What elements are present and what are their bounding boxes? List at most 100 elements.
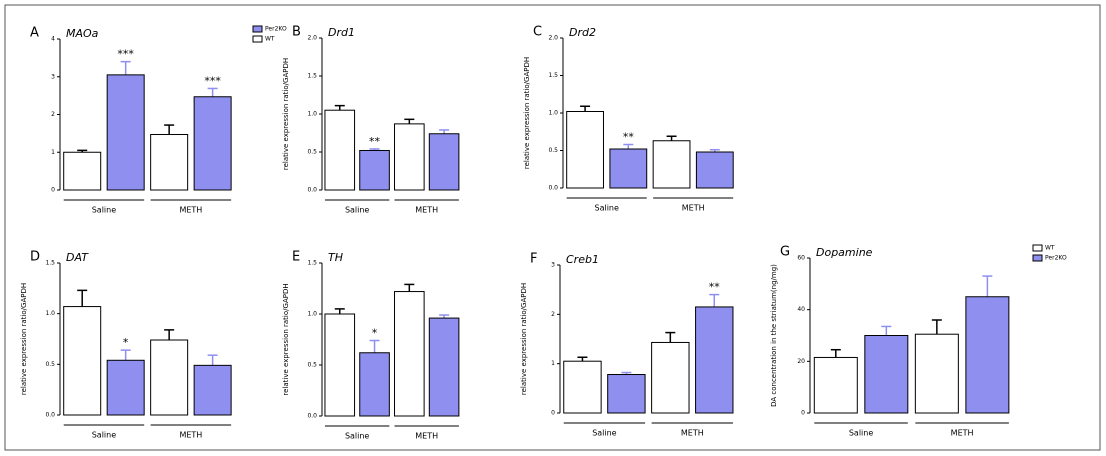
y-tick-label: 40 xyxy=(797,306,805,313)
legend-label: Per2KO xyxy=(1045,255,1067,262)
bar xyxy=(864,335,909,414)
bar xyxy=(63,306,102,416)
panel-title: Dopamine xyxy=(816,246,873,259)
y-tick-label: 1.0 xyxy=(307,311,317,318)
y-axis-label: relative expression ratio/GAPDH xyxy=(20,283,28,395)
panel-title: Drd2 xyxy=(569,26,596,39)
bar xyxy=(193,96,232,191)
x-tick-label: Saline xyxy=(92,431,116,440)
y-axis-label: DA concentration in the striatum(ng/mg) xyxy=(770,264,778,407)
y-axis-label: relative expression ratio/GAPDH xyxy=(523,57,531,169)
panel-label: B xyxy=(292,25,301,40)
panel-label: E xyxy=(292,250,300,265)
bar xyxy=(566,111,604,189)
bar xyxy=(150,339,189,416)
x-tick-label: Saline xyxy=(345,206,369,215)
y-tick-label: 2 xyxy=(551,311,555,318)
bar xyxy=(428,133,460,191)
y-tick-label: 60 xyxy=(797,255,805,262)
significance: *** xyxy=(204,74,221,87)
legend-label: WT xyxy=(265,36,275,43)
y-tick-label: 2.0 xyxy=(548,35,558,42)
panel-title: Drd1 xyxy=(328,26,355,39)
bar xyxy=(359,352,390,417)
bar xyxy=(150,134,189,191)
panel-label: F xyxy=(530,252,537,267)
bar xyxy=(651,341,690,414)
x-tick-label: Saline xyxy=(849,429,873,438)
y-axis-label: relative expression ratio/GAPDH xyxy=(282,283,290,395)
bar xyxy=(609,148,648,189)
y-tick-label: 1.5 xyxy=(45,260,55,267)
bar xyxy=(359,149,390,191)
bar xyxy=(607,374,646,414)
panel-title: DAT xyxy=(66,251,89,264)
y-tick-label: 0.5 xyxy=(307,362,317,369)
y-tick-label: 0 xyxy=(551,410,555,417)
significance: ** xyxy=(709,281,721,294)
y-axis-label: relative expression ratio/GAPDH xyxy=(282,58,290,170)
legend-swatch xyxy=(252,35,263,43)
y-tick-label: 0.5 xyxy=(45,361,55,368)
x-tick-label: METH xyxy=(179,206,202,215)
y-tick-label: 0.5 xyxy=(307,149,317,156)
bar xyxy=(965,296,1010,414)
frame xyxy=(4,4,1101,451)
bar xyxy=(394,291,425,417)
legend-swatch xyxy=(1032,254,1043,262)
bar xyxy=(563,360,602,414)
y-tick-label: 0.0 xyxy=(307,413,317,420)
bar xyxy=(652,140,691,189)
x-tick-label: Saline xyxy=(345,432,369,441)
bar xyxy=(394,123,425,191)
x-tick-label: Saline xyxy=(92,206,116,215)
y-tick-label: 1.0 xyxy=(548,110,558,117)
significance: ** xyxy=(623,131,635,144)
panel-label: D xyxy=(30,250,40,265)
bar xyxy=(914,333,959,414)
y-tick-label: 1.5 xyxy=(307,260,317,267)
bar xyxy=(106,359,145,416)
panel-title: TH xyxy=(328,251,343,264)
y-tick-label: 20 xyxy=(797,358,805,365)
panel-label: G xyxy=(780,245,790,260)
x-tick-label: METH xyxy=(179,431,202,440)
x-tick-label: Saline xyxy=(594,204,618,213)
legend-swatch xyxy=(1032,244,1043,252)
x-tick-label: METH xyxy=(415,206,438,215)
y-tick-label: 1 xyxy=(51,149,55,156)
significance: * xyxy=(123,336,129,349)
y-tick-label: 2 xyxy=(51,111,55,118)
panel-title: MAOa xyxy=(66,27,99,40)
bar xyxy=(695,151,734,189)
x-tick-label: METH xyxy=(681,429,704,438)
y-tick-label: 1.5 xyxy=(307,73,317,80)
legend-label: WT xyxy=(1045,245,1055,252)
y-tick-label: 1.5 xyxy=(548,72,558,79)
y-axis-label: relative expression ratio/GAPDH xyxy=(520,283,528,395)
bar xyxy=(324,109,356,191)
y-tick-label: 0.5 xyxy=(548,147,558,154)
y-tick-label: 1.0 xyxy=(45,310,55,317)
panel-label: A xyxy=(30,26,39,41)
x-tick-label: METH xyxy=(415,432,438,441)
y-tick-label: 2.0 xyxy=(307,35,317,42)
bar xyxy=(324,313,356,417)
y-tick-label: 4 xyxy=(51,36,55,43)
y-tick-label: 0 xyxy=(801,410,805,417)
significance: *** xyxy=(117,48,134,61)
y-tick-label: 0 xyxy=(51,187,55,194)
x-tick-label: METH xyxy=(682,204,705,213)
y-tick-label: 3 xyxy=(551,262,555,269)
bar xyxy=(63,151,102,191)
y-tick-label: 1 xyxy=(551,360,555,367)
bar xyxy=(193,364,232,416)
bar xyxy=(695,306,734,414)
y-tick-label: 0.0 xyxy=(307,187,317,194)
bar xyxy=(813,356,858,414)
bar xyxy=(106,74,145,191)
bar xyxy=(428,317,460,417)
y-tick-label: 0.0 xyxy=(548,185,558,192)
x-tick-label: METH xyxy=(951,429,974,438)
